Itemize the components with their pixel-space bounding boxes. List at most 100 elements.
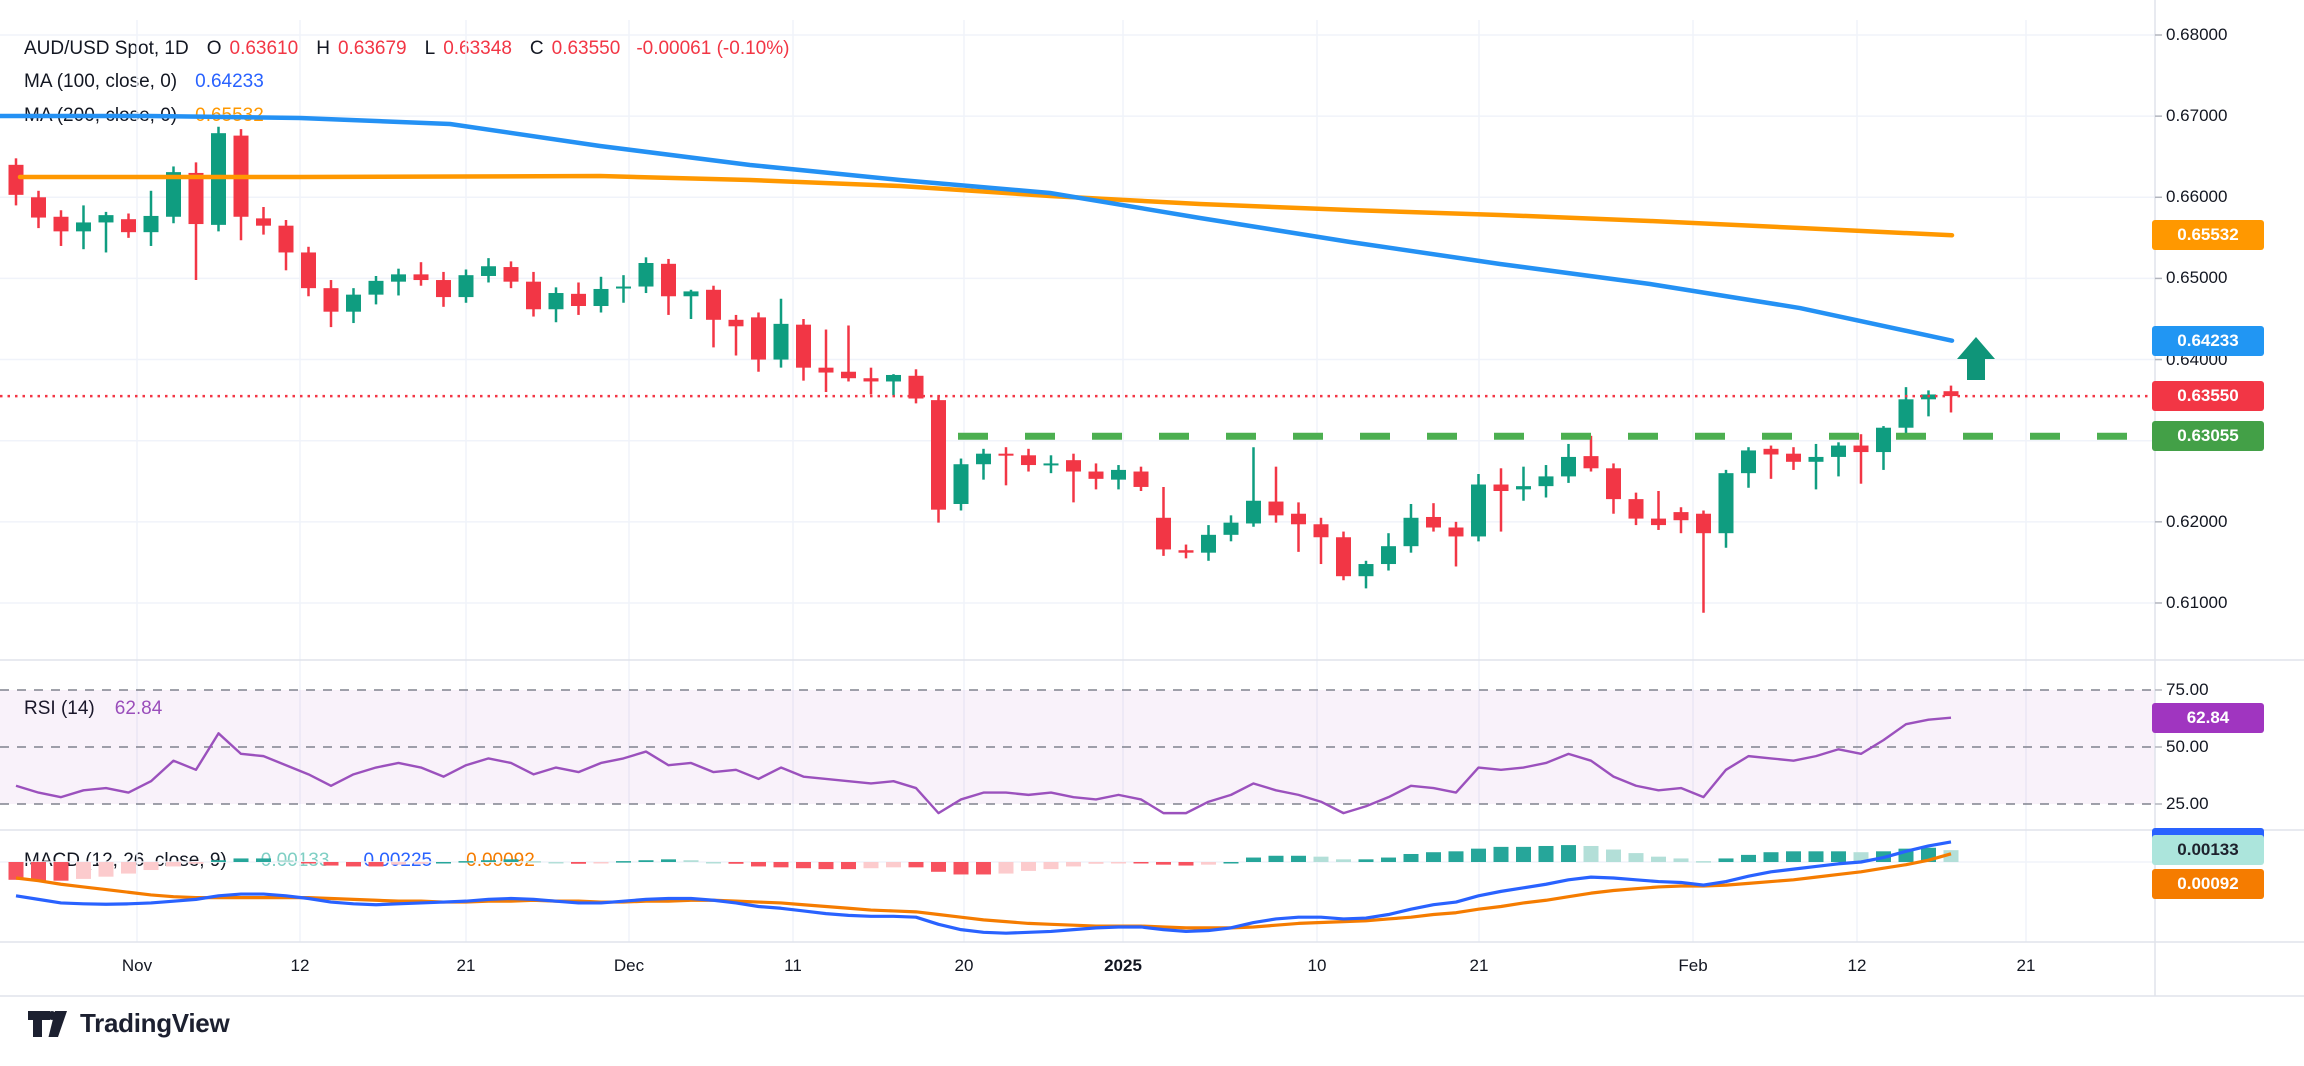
candle-body[interactable]	[1336, 537, 1351, 577]
candle-body[interactable]	[1516, 486, 1531, 490]
candle-body[interactable]	[458, 275, 474, 298]
macd-histogram-bar[interactable]	[1336, 859, 1351, 862]
macd-histogram-bar[interactable]	[1426, 852, 1441, 862]
candle-body[interactable]	[1561, 456, 1576, 477]
macd-histogram-bar[interactable]	[1066, 862, 1081, 867]
ma200-line[interactable]	[17, 173, 1955, 238]
macd-histogram-bar[interactable]	[1538, 845, 1554, 862]
candle-body[interactable]	[796, 324, 811, 368]
candle-body[interactable]	[1876, 427, 1891, 453]
time-axis-label[interactable]: Dec	[613, 956, 645, 975]
macd-histogram-bar[interactable]	[436, 862, 451, 864]
candle-body[interactable]	[616, 286, 631, 289]
macd-histogram-bar[interactable]	[503, 859, 519, 862]
macd-histogram-bar[interactable]	[391, 862, 406, 865]
rsi-label[interactable]: RSI (14)	[24, 698, 95, 719]
macd-histogram-bar[interactable]	[121, 862, 136, 874]
rsi-axis-label[interactable]: 50.00	[2166, 737, 2209, 756]
candle-body[interactable]	[121, 219, 136, 233]
candle-body[interactable]	[1156, 517, 1171, 550]
candle-body[interactable]	[1651, 518, 1666, 526]
macd-histogram-bar[interactable]	[413, 862, 429, 864]
candle-body[interactable]	[31, 197, 46, 218]
macd-histogram-bar[interactable]	[1133, 862, 1149, 864]
macd-histogram-bar[interactable]	[1831, 851, 1846, 862]
candle-body[interactable]	[593, 288, 609, 307]
macd-histogram-bar[interactable]	[1606, 849, 1621, 862]
candle-body[interactable]	[1426, 516, 1441, 528]
candle-body[interactable]	[863, 378, 879, 382]
ma100-line[interactable]	[0, 113, 1955, 343]
macd-histogram-bar[interactable]	[1313, 856, 1329, 862]
candle-body[interactable]	[1493, 484, 1509, 492]
macd-histogram-bar[interactable]	[346, 862, 361, 867]
macd-histogram-bar[interactable]	[1156, 862, 1171, 865]
candle-body[interactable]	[706, 289, 721, 320]
macd-histogram-bar[interactable]	[773, 862, 789, 868]
candle-body[interactable]	[661, 263, 676, 297]
candle-body[interactable]	[1718, 473, 1734, 534]
candle-body[interactable]	[1471, 484, 1486, 537]
price-axis-label[interactable]: 0.62000	[2166, 511, 2228, 531]
macd-histogram-bar[interactable]	[571, 862, 586, 864]
macd-histogram-bar[interactable]	[1291, 855, 1306, 862]
time-axis-label[interactable]: Feb	[1678, 956, 1708, 975]
macd-histogram-bar[interactable]	[1561, 845, 1576, 862]
price-axis-label[interactable]: 0.65000	[2166, 268, 2228, 288]
macd-histogram-bar[interactable]	[1448, 851, 1464, 862]
candle-body[interactable]	[1381, 546, 1396, 565]
candle-body[interactable]	[548, 293, 564, 310]
macd-histogram-bar[interactable]	[481, 860, 496, 862]
candle-body[interactable]	[1696, 513, 1711, 534]
time-axis-label[interactable]: 12	[1847, 956, 1867, 975]
macd-histogram-bar[interactable]	[1493, 846, 1509, 862]
symbol-legend-row[interactable]: AUD/USD Spot, 1D O 0.63610 H 0.63679 L 0.63…	[24, 38, 789, 60]
macd-histogram-bar[interactable]	[1651, 856, 1666, 862]
ma100-legend-row[interactable]: MA (100, close, 0) 0.64233	[24, 71, 264, 93]
macd-histogram-bar[interactable]	[886, 862, 901, 868]
candle-body[interactable]	[638, 263, 654, 287]
macd-histogram-bar[interactable]	[706, 862, 721, 864]
candle-body[interactable]	[931, 400, 946, 510]
candle-body[interactable]	[368, 280, 384, 295]
time-axis-label[interactable]: 21	[1469, 956, 1489, 975]
rsi-axis-label[interactable]: 25.00	[2166, 794, 2209, 813]
candle-body[interactable]	[301, 252, 316, 289]
candle-body[interactable]	[908, 375, 924, 399]
candle-body[interactable]	[976, 453, 991, 465]
candle-body[interactable]	[481, 266, 496, 276]
candle-body[interactable]	[391, 274, 406, 282]
candle-body[interactable]	[1763, 448, 1779, 455]
candle-body[interactable]	[1943, 391, 1959, 397]
macd-histogram-bar[interactable]	[1673, 858, 1689, 862]
macd-histogram-bar[interactable]	[1718, 858, 1734, 862]
candle-body[interactable]	[1358, 564, 1374, 577]
macd-histogram-bar[interactable]	[1223, 862, 1239, 864]
candle-body[interactable]	[1786, 453, 1801, 462]
macd-histogram-bar[interactable]	[1943, 850, 1959, 862]
candle-body[interactable]	[683, 291, 699, 297]
candle-body[interactable]	[728, 319, 744, 327]
macd-histogram-bar[interactable]	[278, 860, 294, 862]
candle-body[interactable]	[323, 288, 339, 312]
macd-histogram-bar[interactable]	[1403, 853, 1419, 862]
macd-histogram-bar[interactable]	[323, 862, 339, 866]
macd-histogram-bar[interactable]	[728, 862, 744, 864]
candle-body[interactable]	[818, 367, 834, 373]
macd-histogram-bar[interactable]	[1111, 862, 1126, 864]
macd-line[interactable]	[15, 840, 1952, 935]
macd-histogram-bar[interactable]	[953, 862, 969, 875]
price-axis-label[interactable]: 0.67000	[2166, 106, 2228, 126]
macd-signal-line[interactable]	[15, 852, 1952, 930]
candle-body[interactable]	[1628, 499, 1644, 519]
macd-histogram-bar[interactable]	[1471, 848, 1486, 862]
candle-body[interactable]	[953, 464, 969, 504]
macd-histogram-bar[interactable]	[1583, 845, 1599, 862]
macd-histogram-bar[interactable]	[1021, 862, 1036, 871]
macd-histogram-bar[interactable]	[1358, 859, 1374, 862]
time-axis-label[interactable]: 12	[290, 956, 310, 975]
tradingview-logo[interactable]: TradingView	[28, 1008, 230, 1039]
price-axis-label[interactable]: 0.66000	[2166, 187, 2228, 207]
macd-histogram-bar[interactable]	[188, 862, 204, 864]
